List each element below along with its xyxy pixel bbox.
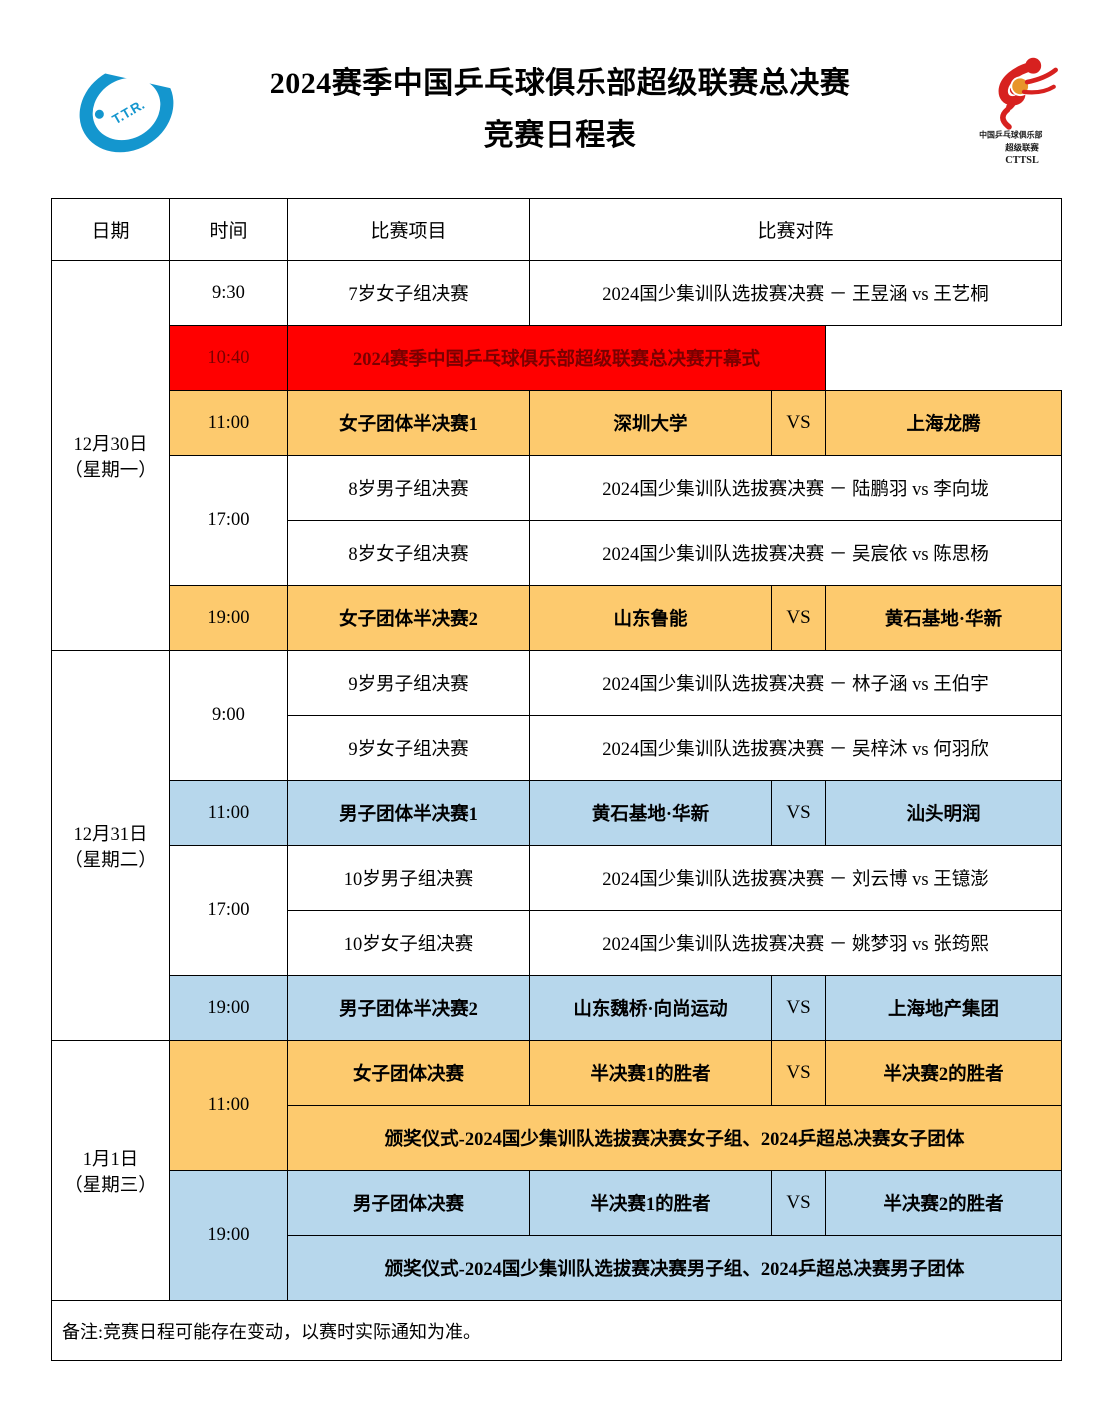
svg-text:超级联赛: 超级联赛 <box>1004 143 1039 153</box>
svg-text:中国乒乓球俱乐部: 中国乒乓球俱乐部 <box>979 130 1042 140</box>
svg-text:T.T.R.: T.T.R. <box>110 97 147 127</box>
svg-text:CTTSL: CTTSL <box>1005 155 1039 166</box>
